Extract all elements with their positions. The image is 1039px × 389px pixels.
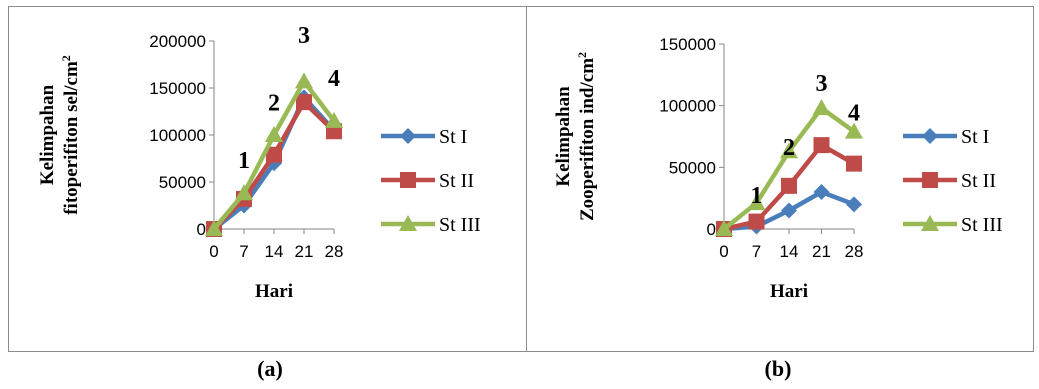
data-point-triangle [845, 122, 863, 139]
annotation-label: 2 [783, 135, 795, 161]
legend-label: St II [439, 170, 474, 192]
x-tick-label: 7 [239, 242, 248, 261]
x-tick-label: 28 [845, 242, 864, 261]
y-tick-label: 150000 [659, 35, 716, 54]
annotation-label: 1 [751, 183, 763, 209]
data-point-triangle [715, 220, 733, 236]
y-tick-label: 0 [707, 220, 716, 239]
legend-marker-diamond [922, 128, 938, 144]
data-point-triangle [235, 184, 253, 201]
annotation-label: 2 [268, 91, 280, 117]
y-axis-label-line2: Zooperifiton ind/cm2 [575, 52, 598, 221]
y-axis-label: Kelimpahan Zooperifiton ind/cm2 [553, 52, 598, 221]
y-tick-label: 50000 [669, 158, 716, 177]
data-point-triangle [780, 142, 798, 159]
y-tick-label: 100000 [659, 97, 716, 116]
legend-marker-triangle [399, 215, 417, 231]
y-axis-label-line2: fitoperifiton sel/cm2 [59, 55, 82, 215]
x-tick-label: 0 [209, 242, 218, 261]
data-point-square [266, 146, 282, 163]
data-point-square [846, 155, 862, 172]
y-axis-label-text: fitoperifiton sel/cm [61, 61, 82, 215]
data-point-triangle [812, 99, 831, 116]
annotation-label: 4 [848, 100, 860, 126]
chart-panel-a: 0 50000 100000 150000 200000 0 7 14 21 28 Hari Keli… [8, 6, 528, 352]
data-point-triangle [205, 220, 223, 236]
chart-panel-b: 0 50000 100000 150000 0 7 14 21 28 Hari Kelimpahan… [526, 6, 1034, 352]
y-tick-label: 100000 [149, 126, 206, 145]
annotation-label: 3 [816, 71, 828, 97]
y-axis-label-superscript: 2 [59, 55, 73, 61]
legend-label: St II [961, 170, 996, 192]
x-axis-label: Hari [770, 281, 808, 302]
data-point-square [813, 137, 830, 154]
data-point-triangle [325, 111, 343, 128]
y-axis-label-text: Zooperifiton ind/cm [577, 58, 598, 221]
y-tick-label: 0 [197, 220, 206, 239]
x-tick-label: 0 [719, 242, 728, 261]
legend-label: St III [961, 214, 1003, 236]
data-point-square [296, 94, 312, 111]
y-axis-label: Kelimpahan fitoperifiton sel/cm2 [37, 55, 82, 215]
x-tick-label: 7 [752, 242, 761, 261]
legend-label: St I [961, 126, 989, 148]
caption-b: (b) [764, 356, 792, 381]
x-tick-label: 28 [325, 242, 344, 261]
legend-marker-square [400, 172, 416, 188]
data-point-diamond [781, 202, 797, 219]
y-tick-label: 150000 [149, 79, 206, 98]
annotation-label: 3 [298, 23, 310, 49]
x-tick-label: 14 [780, 242, 799, 261]
y-axis-label-superscript: 2 [575, 52, 589, 58]
x-tick-label: 14 [265, 242, 284, 261]
data-point-triangle [295, 72, 313, 89]
data-point-diamond [813, 184, 830, 200]
y-tick-label: 200000 [149, 32, 206, 51]
y-axis-label-line1: Kelimpahan [37, 84, 58, 185]
legend-marker-square [922, 172, 938, 188]
x-tick-label: 21 [295, 242, 314, 261]
annotation-label: 1 [238, 148, 250, 174]
data-point-triangle [747, 194, 766, 211]
x-tick-label: 21 [812, 242, 831, 261]
data-point-diamond [846, 196, 862, 213]
legend-label: St III [439, 214, 481, 236]
data-point-square [781, 177, 797, 194]
annotation-label: 4 [328, 66, 340, 92]
caption-a: (a) [257, 356, 283, 381]
legend-marker-triangle [921, 215, 939, 231]
data-point-square [748, 213, 765, 230]
x-axis-label: Hari [255, 281, 293, 302]
y-axis-label-line1: Kelimpahan [553, 86, 574, 187]
legend-label: St I [439, 126, 467, 148]
y-tick-label: 50000 [159, 173, 206, 192]
data-point-triangle [265, 126, 283, 142]
legend-marker-diamond [400, 128, 416, 144]
